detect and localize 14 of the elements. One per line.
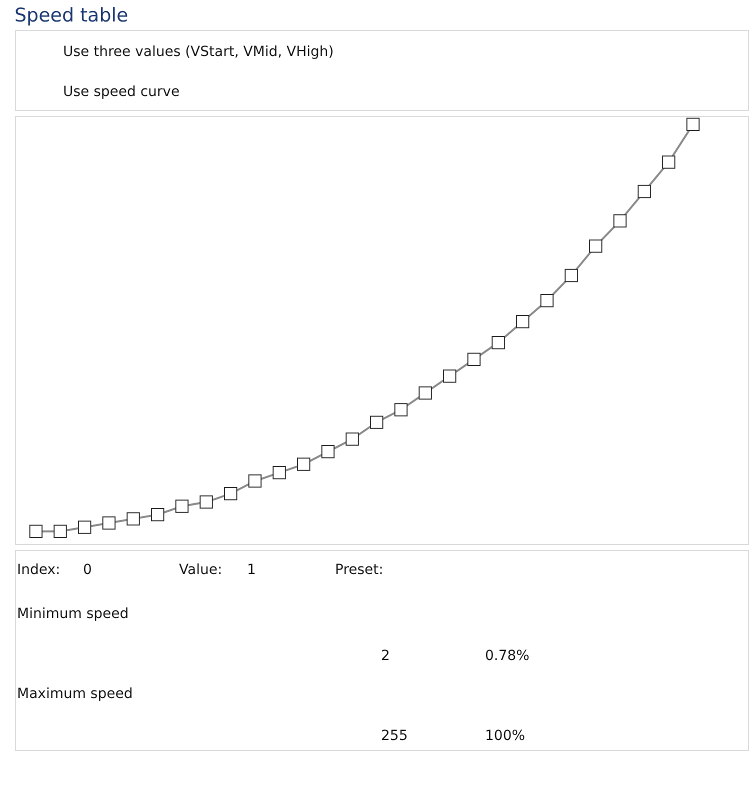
text: 0 [83, 562, 92, 578]
text: Use three values (VStart, VMid, VHigh) [63, 44, 334, 60]
chart-title: Speed table [14, 4, 128, 26]
text: 0.78% [485, 648, 530, 664]
text: 100% [485, 728, 526, 744]
text: Minimum speed [17, 606, 129, 622]
text: 255 [381, 728, 408, 744]
text: Value: [179, 562, 222, 578]
text: Index: [17, 562, 60, 578]
text: Maximum speed [17, 686, 133, 702]
text: Use speed curve [63, 84, 180, 100]
text: Preset: [335, 562, 384, 578]
text: 1 [247, 562, 256, 578]
text: 2 [381, 648, 390, 664]
